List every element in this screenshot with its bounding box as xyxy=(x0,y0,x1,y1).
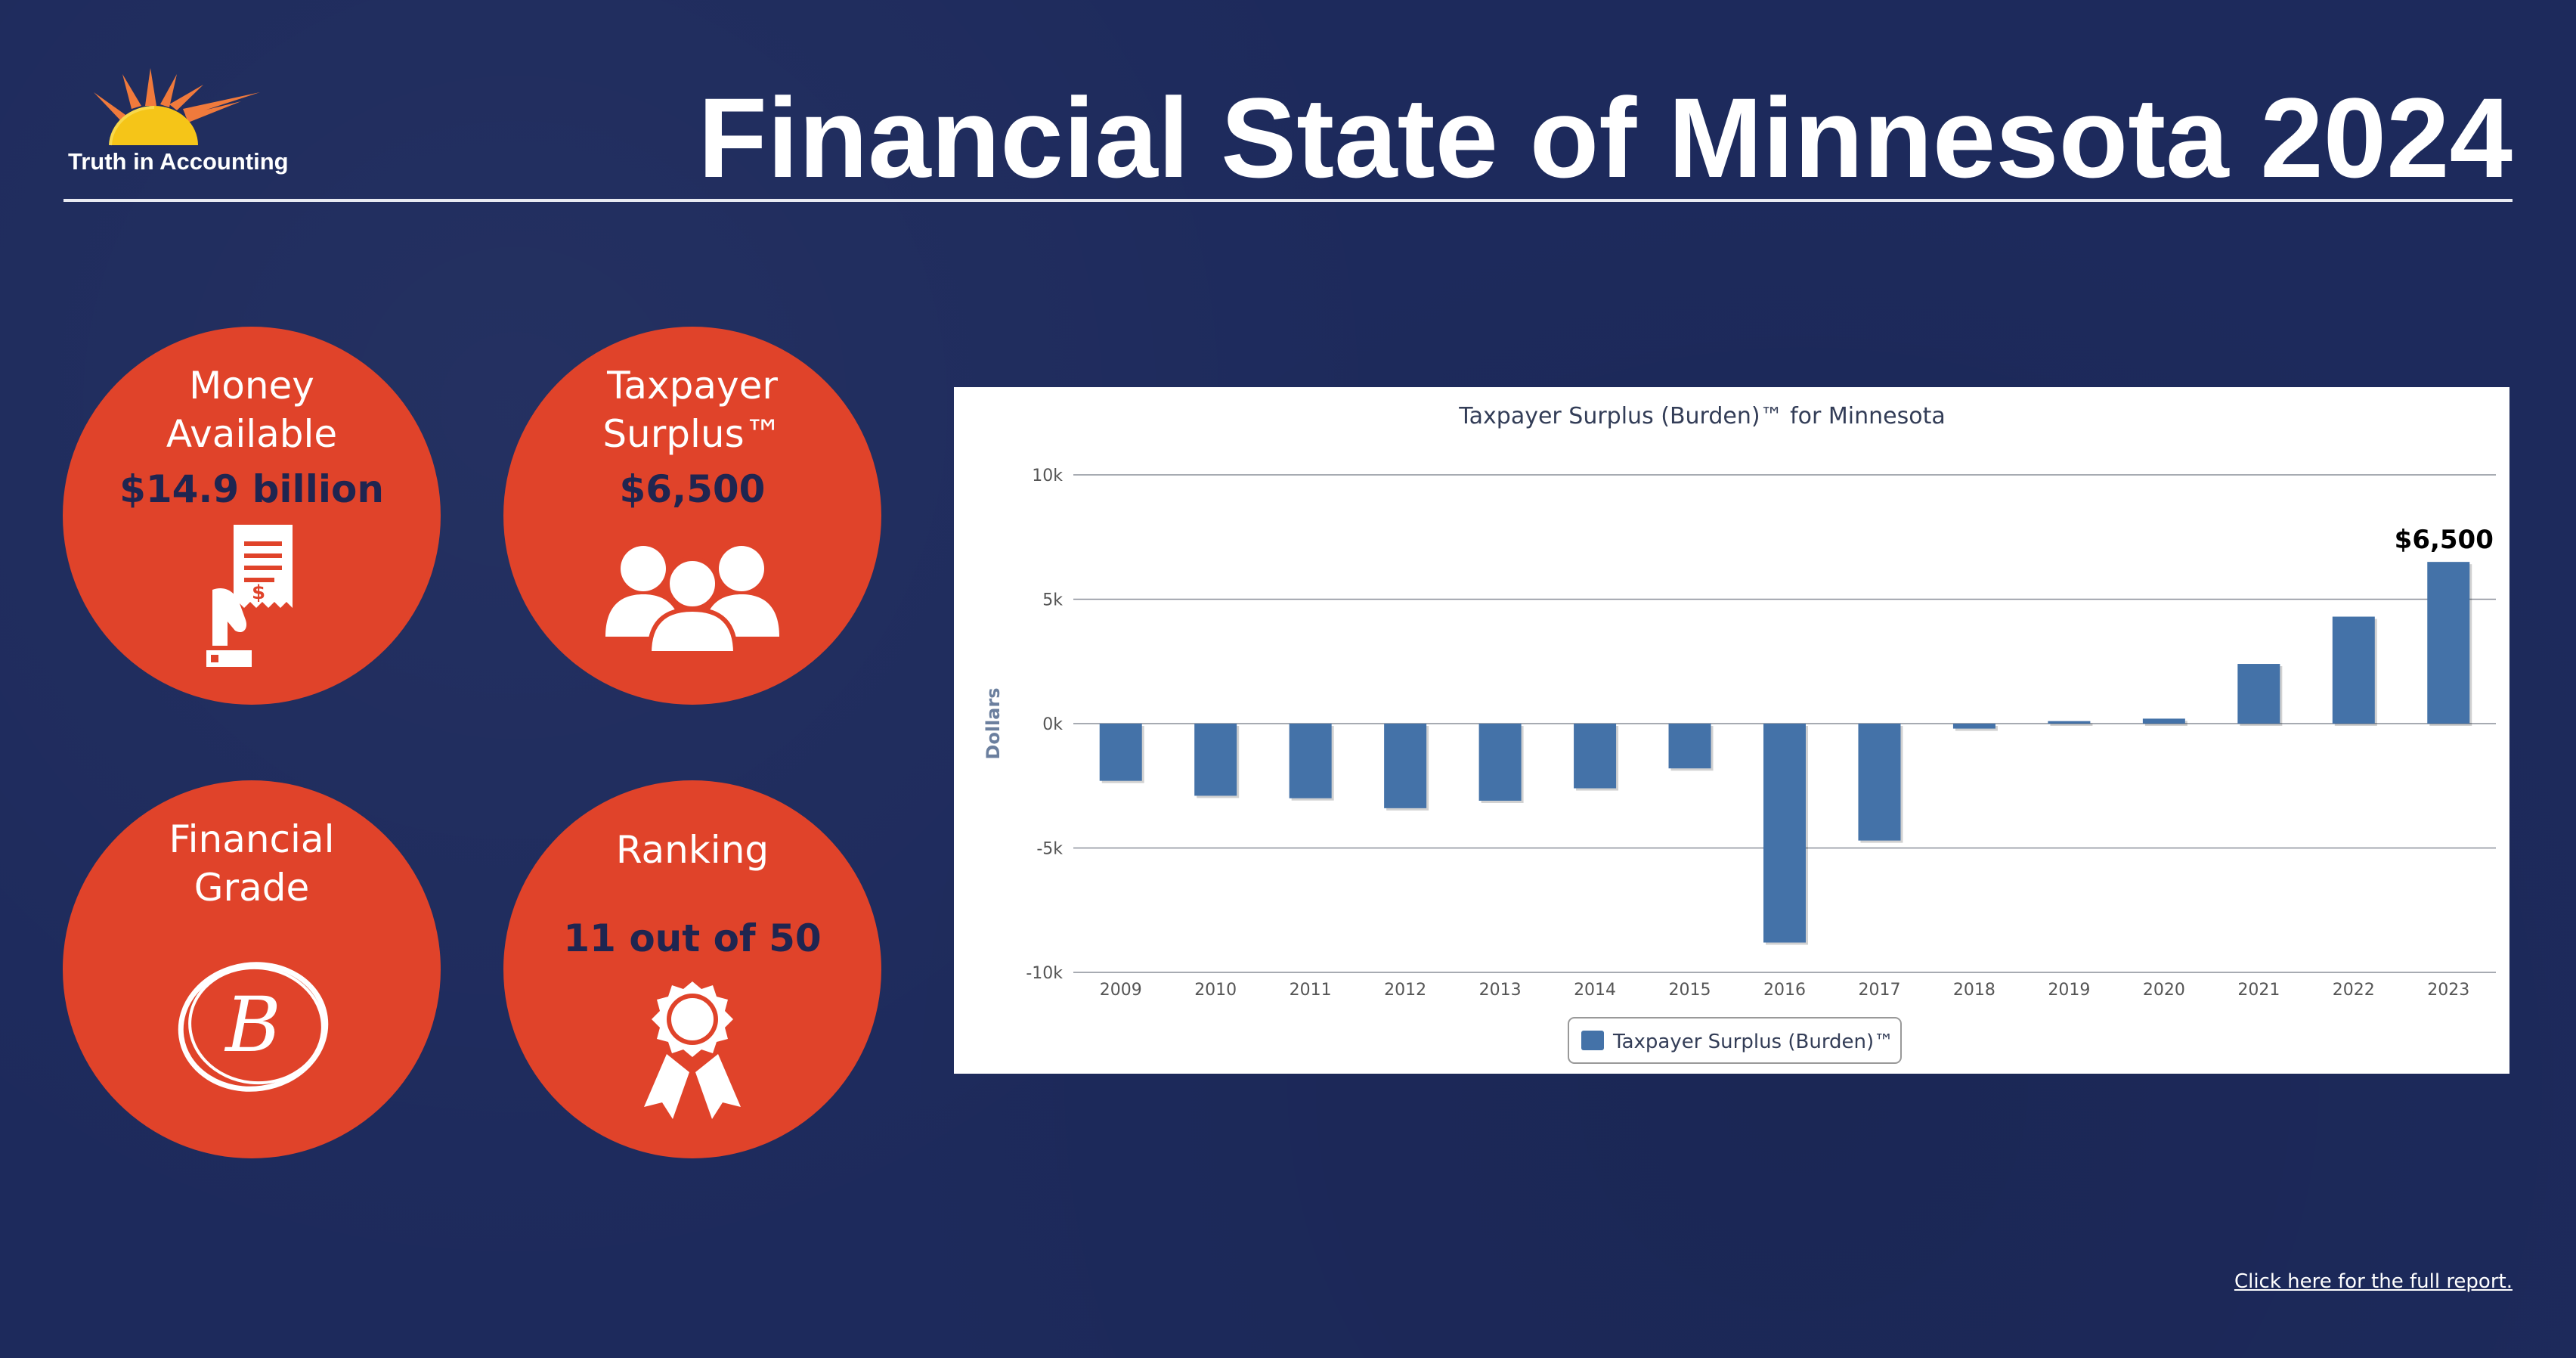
x-tick-label: 2014 xyxy=(1574,981,1616,1000)
y-tick-label: 5k xyxy=(1042,591,1063,610)
y-tick-label: -10k xyxy=(1026,964,1063,983)
money-value: $14.9 billion xyxy=(119,467,384,511)
y-tick-label: 0k xyxy=(1042,715,1063,734)
x-tick-label: 2017 xyxy=(1858,981,1900,1000)
data-label: $6,500 xyxy=(2395,525,2494,555)
bar-2011[interactable] xyxy=(1289,724,1332,798)
financial-grade-card: Financial Grade B xyxy=(63,780,441,1158)
bar-2013[interactable] xyxy=(1478,724,1522,801)
bar-shadow xyxy=(2050,723,2093,726)
bar-2016[interactable] xyxy=(1763,724,1806,943)
bar-2010[interactable] xyxy=(1194,724,1237,796)
money-available-card: Money Available $14.9 billion $ xyxy=(63,327,441,705)
x-tick-label: 2016 xyxy=(1763,981,1806,1000)
legend-swatch xyxy=(1581,1031,1604,1050)
bar-2023[interactable] xyxy=(2427,562,2470,724)
surplus-label-line2: Surplus™ xyxy=(602,412,782,456)
legend-label: Taxpayer Surplus (Burden)™ xyxy=(1612,1031,1893,1053)
x-tick-label: 2021 xyxy=(2237,981,2280,1000)
taxpayer-surplus-chart: Taxpayer Surplus (Burden)™ for Minnesota… xyxy=(954,387,2509,1074)
y-tick-label: -5k xyxy=(1036,840,1063,859)
money-label-line2: Available xyxy=(166,412,338,456)
x-tick-label: 2020 xyxy=(2143,981,2185,1000)
ranking-card: Ranking 11 out of 50 xyxy=(503,780,881,1158)
bar-2014[interactable] xyxy=(1574,724,1617,789)
x-tick-label: 2012 xyxy=(1384,981,1426,1000)
chart-title: Taxpayer Surplus (Burden)™ for Minnesota xyxy=(1458,403,1945,429)
brand-logo: Truth in Accounting xyxy=(63,62,305,183)
x-tick-label: 2010 xyxy=(1194,981,1237,1000)
award-ribbon-icon xyxy=(644,981,741,1119)
surplus-value: $6,500 xyxy=(619,467,766,511)
x-tick-label: 2023 xyxy=(2427,981,2469,1000)
y-axis-label: Dollars xyxy=(983,687,1004,759)
x-tick-label: 2015 xyxy=(1669,981,1711,1000)
svg-text:$: $ xyxy=(252,581,265,604)
header-divider xyxy=(63,199,2513,202)
people-group-icon xyxy=(605,546,779,653)
grade-label-line1: Financial xyxy=(169,817,335,861)
ranking-label: Ranking xyxy=(615,828,769,872)
chart-labels: 10k 5k 0k -5k -10k 2009 2010 2011 2012 2013 2014 20… xyxy=(1026,467,2494,1000)
bar-2015[interactable] xyxy=(1668,724,1711,769)
ranking-value: 11 out of 50 xyxy=(563,916,822,960)
bar-2021[interactable] xyxy=(2237,664,2280,724)
page-title: Financial State of Minnesota 2024 xyxy=(698,74,2513,201)
sun-logo-icon xyxy=(94,68,260,146)
x-tick-label: 2019 xyxy=(2048,981,2090,1000)
surplus-label-line1: Taxpayer xyxy=(607,364,778,408)
bar-2009[interactable] xyxy=(1099,724,1142,781)
full-report-link[interactable]: Click here for the full report. xyxy=(2234,1270,2513,1293)
logo-text: Truth in Accounting xyxy=(68,148,289,175)
receipt-hand-icon: $ xyxy=(206,525,293,667)
x-tick-label: 2011 xyxy=(1290,981,1332,1000)
bar-2017[interactable] xyxy=(1858,724,1901,841)
x-tick-label: 2009 xyxy=(1100,981,1142,1000)
money-label-line1: Money xyxy=(189,364,314,408)
bar-series xyxy=(1099,562,2472,945)
bar-2022[interactable] xyxy=(2332,616,2375,724)
x-tick-label: 2022 xyxy=(2333,981,2375,1000)
grade-b-icon: B xyxy=(178,962,329,1092)
y-tick-label: 10k xyxy=(1032,467,1063,485)
x-tick-label: 2018 xyxy=(1953,981,1995,1000)
grade-label-line2: Grade xyxy=(194,866,310,910)
bar-2020[interactable] xyxy=(2142,718,2185,724)
taxpayer-surplus-card: Taxpayer Surplus™ $6,500 xyxy=(503,327,881,705)
chart-svg: Taxpayer Surplus (Burden)™ for Minnesota… xyxy=(983,403,2496,1064)
chart-legend[interactable]: Taxpayer Surplus (Burden)™ xyxy=(1568,1017,1902,1064)
x-tick-label: 2013 xyxy=(1479,981,1522,1000)
bar-2018[interactable] xyxy=(1952,724,1995,729)
grade-value: B xyxy=(224,981,281,1069)
bar-2012[interactable] xyxy=(1384,724,1427,808)
bar-2019[interactable] xyxy=(2048,721,2091,724)
